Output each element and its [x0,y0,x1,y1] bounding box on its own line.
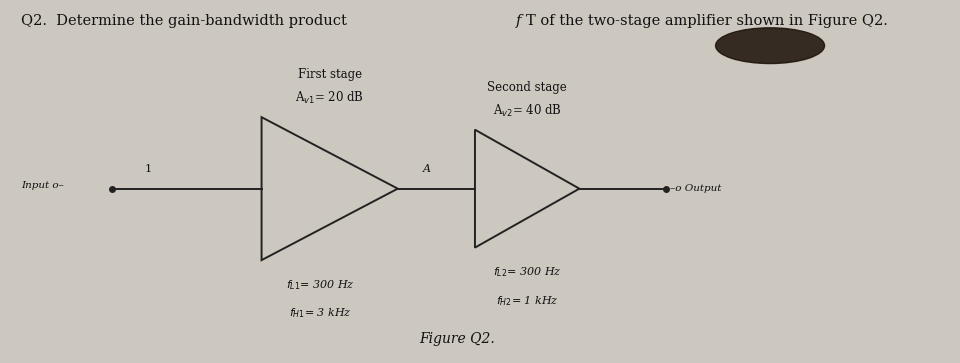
Text: Figure Q2.: Figure Q2. [419,332,494,346]
Text: Input o–: Input o– [21,180,63,189]
Text: A$_{v2}$= 40 dB: A$_{v2}$= 40 dB [492,103,562,119]
Text: $f_{L1}$= 300 Hz: $f_{L1}$= 300 Hz [286,278,355,292]
Text: –o Output: –o Output [670,184,722,193]
Text: Second stage: Second stage [488,81,567,94]
Text: A$_{v1}$= 20 dB: A$_{v1}$= 20 dB [296,90,364,106]
Text: Q2.  Determine the gain-bandwidth product: Q2. Determine the gain-bandwidth product [21,13,351,28]
Text: T of the two-stage amplifier shown in Figure Q2.: T of the two-stage amplifier shown in Fi… [526,13,888,28]
Text: f: f [516,13,521,28]
Text: First stage: First stage [298,68,362,81]
Text: $f_{H1}$= 3 kHz: $f_{H1}$= 3 kHz [289,307,352,321]
Ellipse shape [715,28,825,64]
Text: $f_{L2}$= 300 Hz: $f_{L2}$= 300 Hz [492,265,562,279]
Text: 1: 1 [145,164,152,174]
Text: A: A [423,164,431,174]
Text: $f_{H2}$= 1 kHz: $f_{H2}$= 1 kHz [495,294,559,308]
